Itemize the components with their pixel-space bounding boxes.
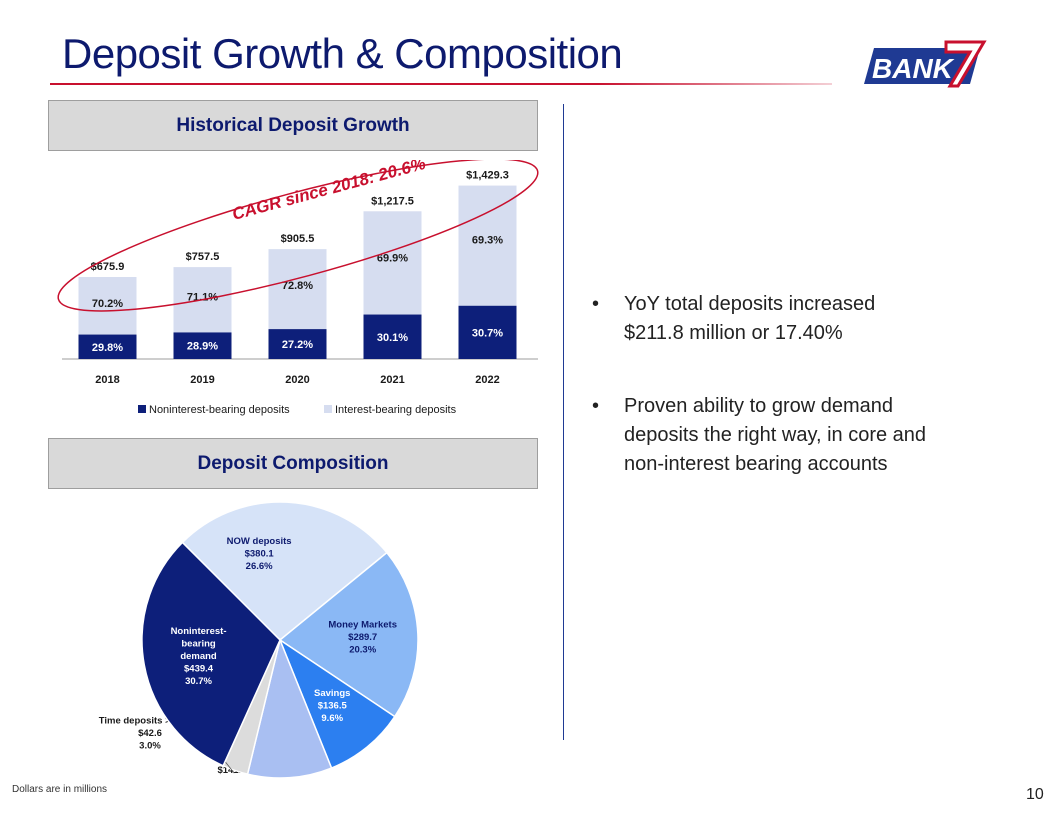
bullet-text-line: deposits the right way, in core and	[624, 424, 927, 446]
pie-label-now-deposits: $380.1	[245, 548, 275, 559]
bar-total-label-2022: $1,429.3	[466, 170, 509, 182]
key-points: • YoY total deposits increased $211.8 mi…	[592, 290, 1012, 523]
bullet-text-line: YoY total deposits increased	[624, 293, 876, 315]
x-tick-label-2020: 2020	[285, 374, 309, 386]
pie-label-savings: Savings	[314, 688, 350, 699]
pie-label-time-deposits-250k: Time deposits > $250K	[99, 716, 202, 727]
vertical-divider	[563, 104, 564, 740]
pie-label-money-markets: 20.3%	[349, 644, 376, 655]
logo-background	[864, 48, 980, 84]
pie-slice-money-markets	[278, 551, 419, 718]
bullet-marker: •	[592, 293, 600, 315]
pie-slice-time-deposits-250k	[246, 637, 333, 779]
bar-interest-bearing-2021	[363, 211, 422, 315]
logo-text: BANK	[872, 53, 955, 84]
bar-label-noninterest-2022: 30.7%	[472, 327, 503, 339]
bar-noninterest-bearing-2019	[173, 332, 232, 359]
deposit-composition-chart: NOW deposits$380.1 26.6% Money Markets $289…	[99, 501, 419, 779]
pie-label-money-markets: Money Markets	[328, 619, 397, 630]
bar-interest-bearing-2018	[78, 276, 137, 335]
bar-label-noninterest-2021: 30.1%	[377, 332, 408, 344]
pie-slice-now-deposits	[181, 501, 388, 642]
bar-interest-bearing-2020	[268, 249, 327, 330]
pie-slice-noninterest-bearing-demand	[141, 541, 281, 767]
bullet-text-line: Proven ability to grow demand	[624, 395, 894, 417]
pie-label-noninterest-bearing-demand: 30.7%	[185, 676, 212, 687]
x-tick-label-2019: 2019	[190, 374, 214, 386]
pie-label-money-markets: $289.7	[348, 632, 377, 643]
bullet-demand-growth: • Proven ability to grow demand deposits…	[592, 392, 1012, 479]
pie-slice-savings	[278, 638, 396, 770]
bar-label-interest-2021: 69.9%	[377, 253, 408, 265]
pie-label-time-deposits-250k: 3.0%	[139, 741, 161, 752]
bar-label-noninterest-2018: 29.8%	[92, 342, 123, 354]
bar-total-label-2019: $757.5	[186, 251, 220, 263]
bar-label-interest-2018: 70.2%	[92, 298, 123, 310]
page-title: Deposit Growth & Composition	[62, 30, 623, 77]
legend-swatch-interest	[324, 405, 332, 413]
bar-noninterest-bearing-2020	[268, 329, 327, 359]
page-number: 10	[1026, 786, 1044, 803]
x-tick-label-2021: 2021	[380, 374, 404, 386]
cagr-ellipse	[57, 160, 539, 312]
bar-label-interest-2020: 72.8%	[282, 280, 313, 292]
bar-total-label-2018: $675.9	[91, 261, 125, 273]
pie-label-noninterest-bearing-demand: $439.4	[184, 663, 214, 674]
pie-label-noninterest-bearing-demand: bearing	[181, 638, 216, 649]
bar-noninterest-bearing-2022	[458, 305, 517, 359]
bar-total-label-2020: $905.5	[281, 233, 315, 245]
bar-noninterest-bearing-2021	[363, 314, 422, 359]
bar-total-label-2021: $1,217.5	[371, 195, 414, 207]
x-tick-label-2018: 2018	[95, 374, 119, 386]
bar-label-noninterest-2020: 27.2%	[282, 339, 313, 351]
bar-interest-bearing-2022	[458, 185, 517, 306]
bullet-deposit-increase: • YoY total deposits increased $211.8 mi…	[592, 290, 1012, 348]
footnote: Dollars are in millions	[12, 784, 108, 795]
deposit-growth-chart: 29.8%70.2%$675.9201828.9%71.1%$757.52019…	[57, 160, 539, 416]
pie-label-time-deposits-250k: $42.6	[138, 728, 162, 739]
pie-label-now-deposits: 26.6%	[246, 561, 273, 572]
bank7-logo: BANK	[864, 40, 987, 88]
pie-label-savings: $136.5	[318, 700, 348, 711]
logo-seven-mark	[944, 40, 987, 88]
title-underline	[50, 83, 832, 85]
bar-noninterest-bearing-2018	[78, 334, 137, 359]
growth-section-header: Historical Deposit Growth	[48, 100, 538, 151]
pie-label-noninterest-bearing-demand: demand	[180, 651, 217, 662]
x-tick-label-2022: 2022	[475, 374, 499, 386]
bar-label-interest-2022: 69.3%	[472, 235, 503, 247]
legend-label-noninterest: Noninterest-bearing deposits	[149, 404, 290, 416]
legend-swatch-noninterest	[138, 405, 146, 413]
bullet-marker: •	[592, 395, 600, 417]
legend-label-interest: Interest-bearing deposits	[335, 404, 457, 416]
bar-label-noninterest-2019: 28.9%	[187, 341, 218, 353]
bullet-text-line: $211.8 million or 17.40%	[624, 322, 843, 344]
pie-label-noninterest-bearing-demand: Noninterest-	[171, 626, 227, 637]
pie-label-now-deposits: NOW deposits	[227, 536, 292, 547]
bullet-text-line: non-interest bearing accounts	[624, 453, 888, 475]
pie-label-savings: 9.6%	[321, 713, 343, 724]
composition-section-header: Deposit Composition	[48, 438, 538, 489]
